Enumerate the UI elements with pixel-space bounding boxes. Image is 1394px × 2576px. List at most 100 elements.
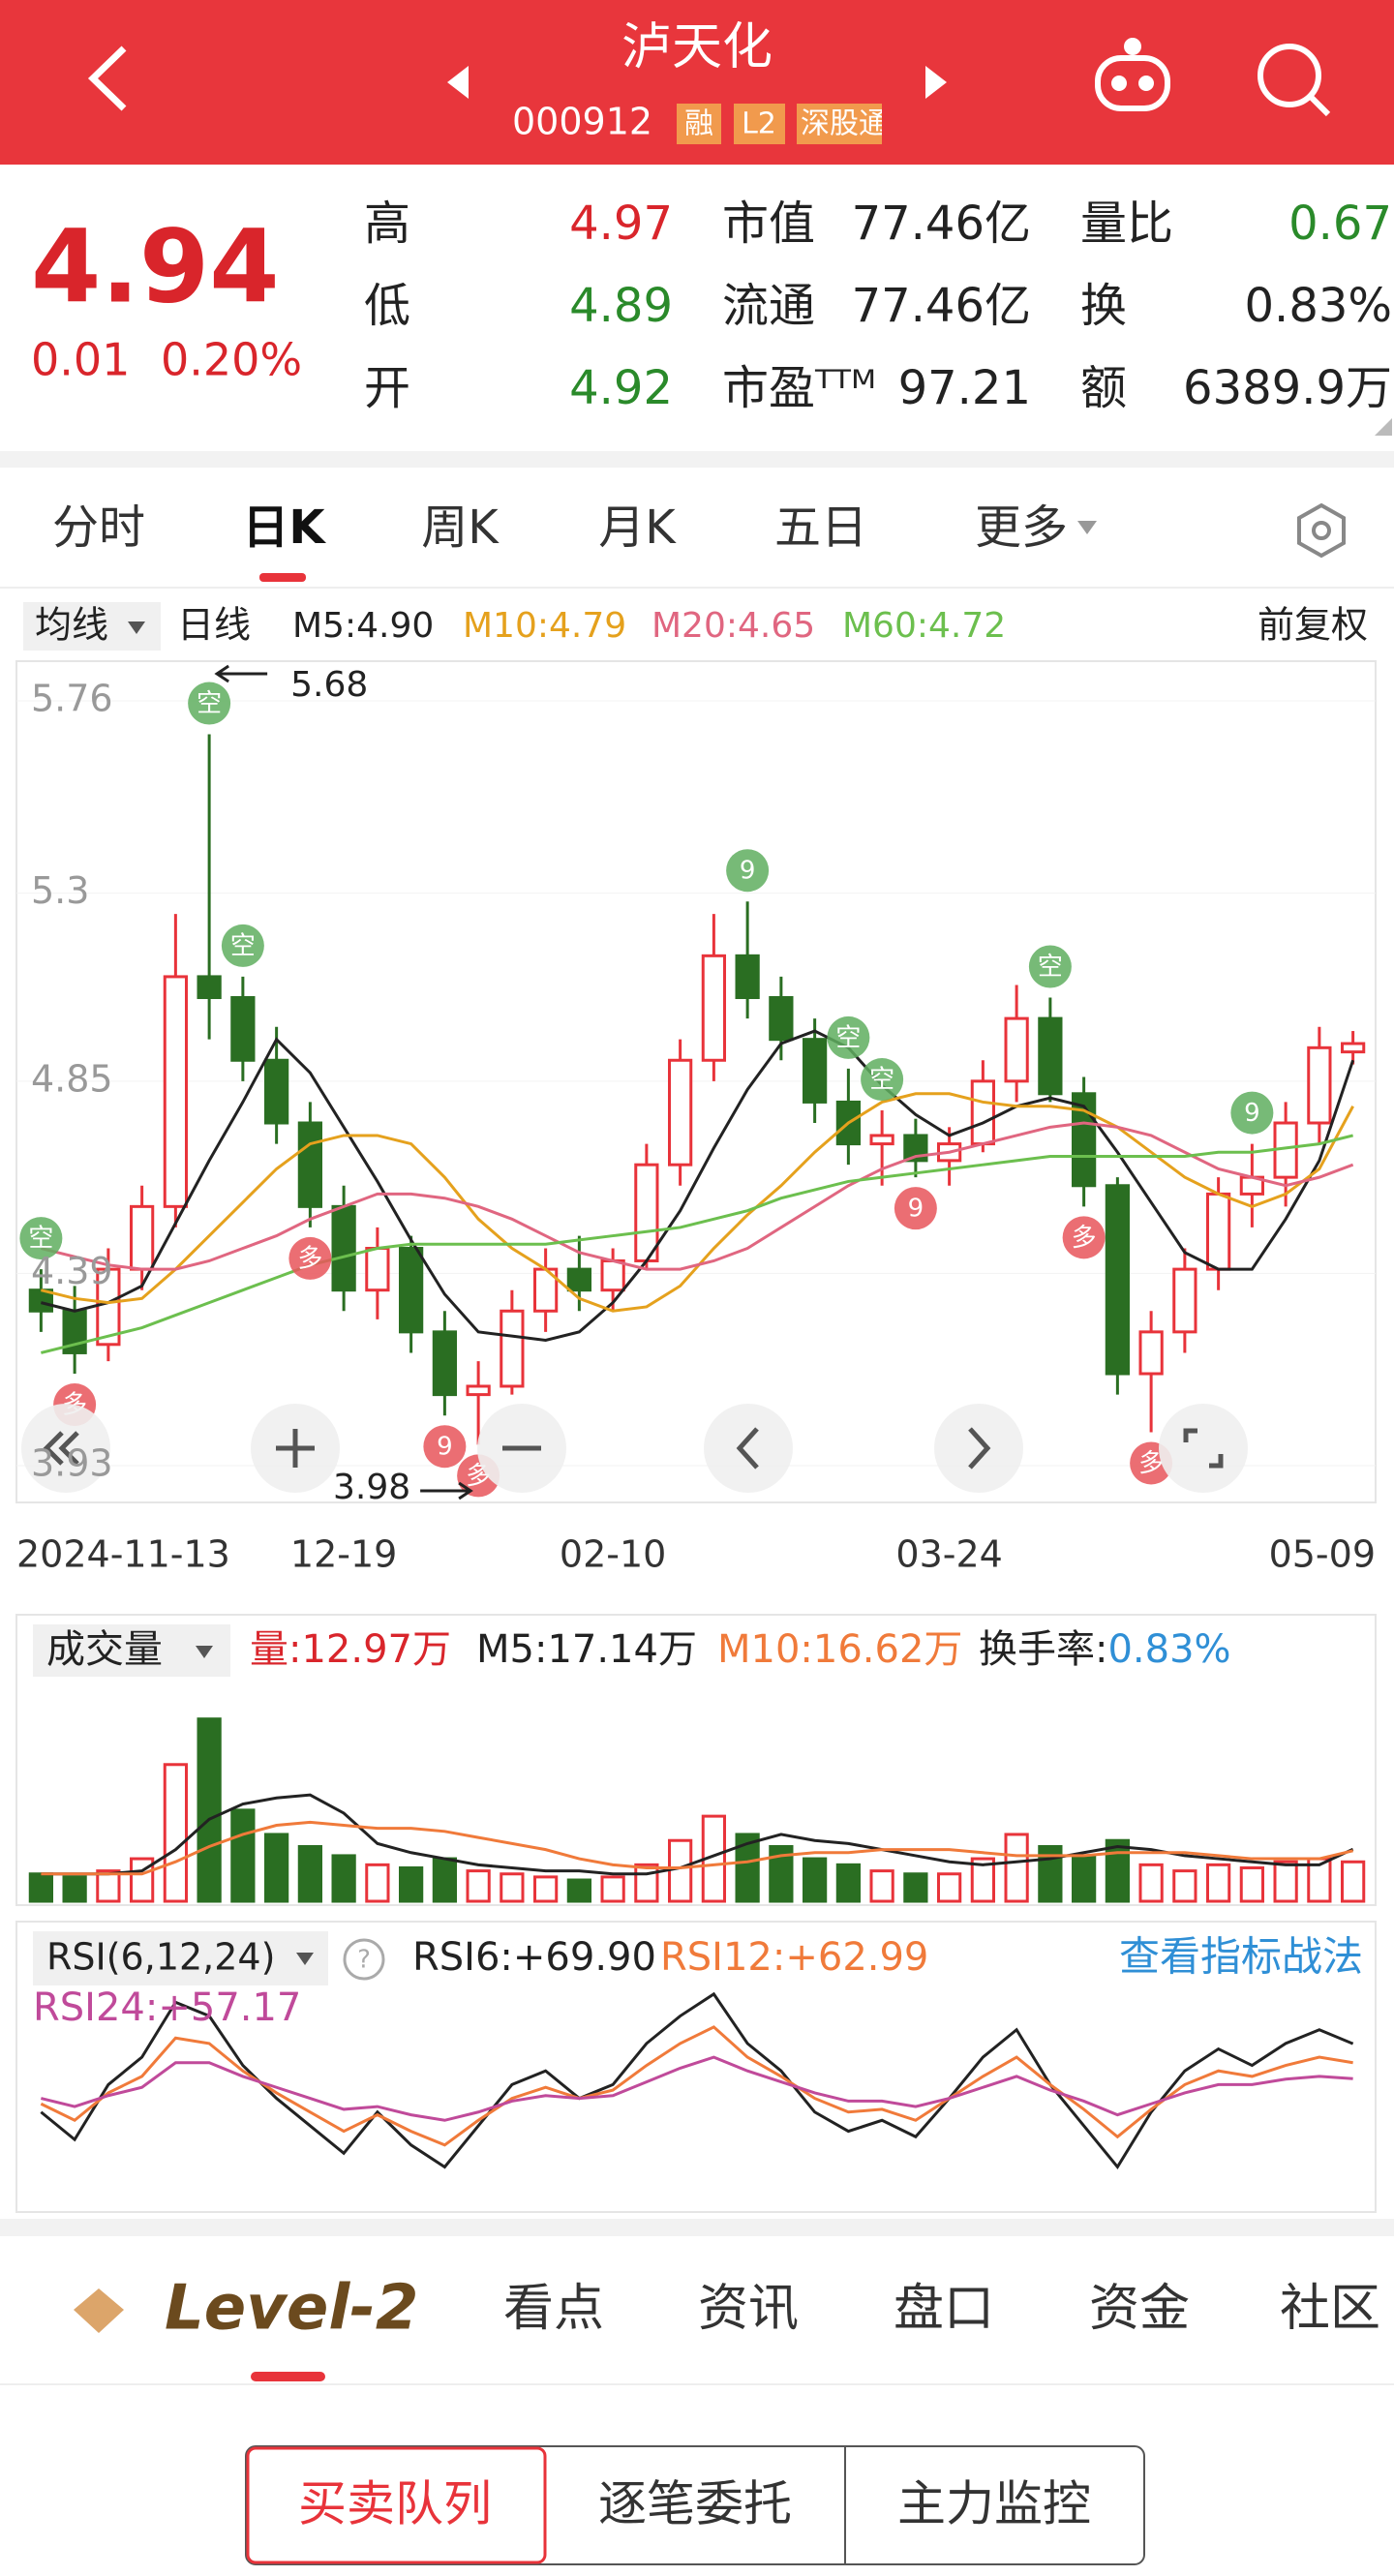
volume-bar (803, 1857, 828, 1903)
turnover-text: 换手率: (979, 1627, 1107, 1672)
volume-bar (130, 1857, 155, 1903)
signal-bubble (726, 849, 770, 893)
zoom-out[interactable] (477, 1404, 566, 1493)
y-tick-label: 5.3 (31, 869, 89, 912)
level2-tab[interactable]: Level-2 (165, 2273, 418, 2345)
segment-button[interactable]: 买卖队列 (298, 2476, 492, 2532)
volume-legend: M5:17.14万 (476, 1627, 697, 1672)
candle-body (735, 954, 760, 1000)
signal-bubble (894, 1187, 937, 1230)
more-arrow (1077, 521, 1097, 534)
volume-bar (297, 1845, 322, 1903)
candle-body (331, 1204, 356, 1292)
scroll-left[interactable] (704, 1404, 793, 1493)
dropdown-arrow (196, 1646, 213, 1658)
dropdown-arrow (128, 621, 145, 634)
y-tick-label: 4.85 (31, 1057, 113, 1100)
volume-bar (869, 1869, 894, 1903)
y-tick-label: 4.39 (31, 1250, 113, 1292)
period-tab[interactable]: 月K (598, 500, 677, 555)
bottom-tab[interactable]: 资讯 (698, 2280, 799, 2338)
signal-label: 9 (740, 857, 756, 886)
candle-body (970, 1079, 995, 1146)
stat-label: 市值 (722, 197, 815, 251)
bottom-tab[interactable]: 资金 (1089, 2280, 1190, 2338)
period-tab[interactable]: 五日 (774, 500, 867, 555)
bottom-tab[interactable]: 社区 (1280, 2280, 1380, 2338)
zoom-in[interactable] (251, 1404, 340, 1493)
candle-body (466, 1384, 491, 1397)
candle-body (432, 1330, 457, 1397)
stock-name: 泸天化 (621, 18, 773, 76)
period-tab[interactable]: 日K (242, 500, 326, 555)
candle-body (566, 1267, 591, 1292)
segment-button[interactable]: 逐笔委托 (598, 2476, 792, 2532)
volume-bar (668, 1838, 693, 1903)
signal-bubble (19, 1217, 63, 1260)
candle-body (701, 954, 726, 1062)
bottom-tab[interactable]: 看点 (503, 2280, 604, 2338)
rsi-legend: RSI6:+69.90 (412, 1935, 656, 1980)
scroll-right[interactable] (934, 1404, 1023, 1493)
stat-value: 4.92 (569, 361, 673, 415)
settings-icon-core (1312, 521, 1331, 540)
period-tabs: 分时 日K 周K 月K 五日 更多 (52, 500, 1068, 555)
signal-bubble (423, 1425, 467, 1469)
segment-button[interactable]: 主力监控 (897, 2476, 1091, 2532)
x-tick-label: 03-24 (895, 1533, 1002, 1576)
search-icon[interactable] (1258, 44, 1331, 117)
candle-body (500, 1309, 525, 1388)
robot-icon[interactable] (1095, 38, 1170, 111)
stat-label: 流通 (722, 279, 815, 333)
stat-label: 高 (364, 197, 410, 251)
volume-bar (903, 1872, 928, 1903)
high-arrowhead (214, 664, 229, 683)
indicator-link[interactable]: 查看指标战法 (1119, 1933, 1363, 1981)
back-button[interactable] (87, 45, 127, 111)
x-tick-label: 02-10 (560, 1533, 666, 1576)
volume-bar (735, 1833, 760, 1903)
bottom-tab[interactable]: 盘口 (894, 2280, 994, 2338)
signal-bubble (827, 1015, 870, 1059)
stat-label: 额 (1080, 361, 1127, 415)
period-tab[interactable]: 周K (421, 500, 500, 555)
settings-icon[interactable] (1297, 502, 1346, 559)
candle-body (769, 996, 794, 1042)
ma-legend: M60:4.72 (842, 606, 1006, 646)
adjust-label[interactable]: 前复权 (1258, 604, 1368, 647)
series-line (41, 2055, 1353, 2122)
period-tab[interactable]: 更多 (975, 500, 1068, 555)
candle-body (1341, 1042, 1366, 1054)
series-line (41, 1793, 1354, 1876)
next-stock[interactable] (925, 66, 947, 99)
volume-chart (15, 1614, 1377, 1906)
candle-body (1038, 1016, 1063, 1096)
signal-bubble (188, 682, 231, 725)
series-line (40, 2025, 1353, 2147)
ma-selector-label: 均线 (35, 604, 108, 647)
period-tab[interactable]: 分时 (52, 500, 145, 555)
help-icon[interactable]: ? (343, 1938, 385, 1981)
candle-body (634, 1163, 659, 1262)
stat-value: 4.97 (569, 197, 673, 251)
fullscreen[interactable] (1159, 1404, 1248, 1493)
zoom-back[interactable] (21, 1404, 110, 1493)
rsi-selector[interactable] (33, 1931, 328, 1985)
y-tick-label: 5.76 (31, 678, 113, 720)
stat-value: 77.46亿 (852, 197, 1031, 251)
volume-legend: M10:16.62万 (717, 1627, 962, 1672)
candle-body (1138, 1330, 1164, 1376)
candle-body (399, 1247, 424, 1334)
stat-value: 6389.9万 (1183, 361, 1392, 415)
y-tick-label: 3.93 (31, 1442, 113, 1485)
stat-label: 换 (1080, 279, 1127, 333)
prev-stock[interactable] (447, 66, 469, 99)
stat-label: 量比 (1080, 197, 1173, 251)
stat-label: 市盈ᵀᵀᴹ (722, 361, 876, 415)
candle-body (365, 1247, 390, 1292)
volume-selector[interactable] (33, 1624, 230, 1677)
rsi-chart (15, 1921, 1377, 2213)
rsi-frame (15, 1921, 1377, 2213)
volume-bar (634, 1863, 659, 1903)
